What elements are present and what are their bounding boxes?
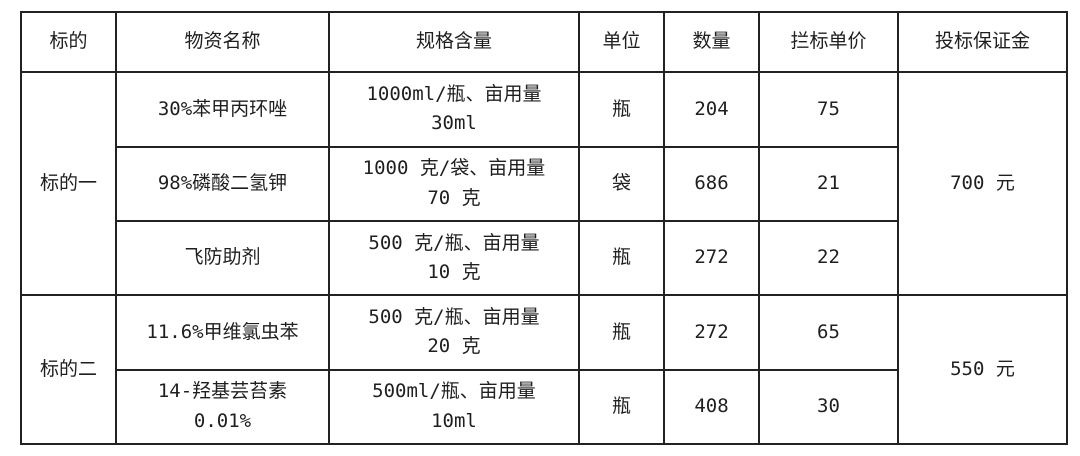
price-cap-cell: 21 [758, 145, 899, 222]
price-cap-cell: 22 [758, 219, 899, 297]
table-row: 98%磷酸二氢钾 1000 克/袋、亩用量 70 克 袋 686 21 [21, 145, 1067, 222]
spec-cell: 1000 克/袋、亩用量 70 克 [328, 145, 580, 222]
table-row: 标的一 30%苯甲丙环唑 1000ml/瓶、亩用量 30ml 瓶 204 75 … [20, 71, 1068, 297]
quantity-cell: 686 [663, 145, 760, 222]
material-name-cell: 14-羟基芸苔素 0.01% [115, 368, 330, 446]
price-cap-cell: 30 [758, 368, 899, 446]
quantity-cell: 204 [663, 71, 760, 148]
header-quantity: 数量 [663, 10, 760, 74]
deposit-cell: 700 元 [897, 71, 1068, 297]
header-price-cap: 拦标单价 [758, 10, 899, 74]
bid-items-table: 标的 物资名称 规格含量 单位 数量 拦标单价 投标保证金 标的一 30%苯甲丙… [20, 10, 1068, 446]
header-unit: 单位 [578, 10, 665, 74]
quantity-cell: 272 [663, 294, 760, 371]
unit-cell: 瓶 [578, 71, 665, 148]
deposit-cell: 550 元 [897, 294, 1068, 445]
material-name-cell: 98%磷酸二氢钾 [115, 145, 330, 222]
table-row: 标的二 11.6%甲维氯虫苯 500 克/瓶、亩用量 20 克 瓶 272 65… [20, 294, 1068, 445]
table-row: 14-羟基芸苔素 0.01% 500ml/瓶、亩用量 10ml 瓶 408 30 [21, 368, 1067, 446]
unit-cell: 瓶 [578, 219, 665, 297]
spec-cell: 500ml/瓶、亩用量 10ml [328, 368, 580, 446]
price-cap-cell: 65 [758, 294, 899, 371]
spec-cell: 500 克/瓶、亩用量 10 克 [328, 219, 580, 297]
header-spec: 规格含量 [328, 10, 580, 74]
unit-cell: 袋 [578, 145, 665, 222]
header-bid-deposit: 投标保证金 [897, 10, 1068, 74]
spec-cell: 1000ml/瓶、亩用量 30ml [328, 71, 580, 148]
target-group-cell: 标的二 [20, 294, 117, 445]
quantity-cell: 272 [663, 219, 760, 297]
table-header-row: 标的 物资名称 规格含量 单位 数量 拦标单价 投标保证金 [20, 10, 1068, 74]
material-name-cell: 30%苯甲丙环唑 [115, 71, 330, 148]
price-cap-cell: 75 [758, 71, 899, 148]
header-material-name: 物资名称 [115, 10, 330, 74]
material-name-cell: 11.6%甲维氯虫苯 [115, 294, 330, 371]
material-name-cell: 飞防助剂 [115, 219, 330, 297]
header-target: 标的 [20, 10, 117, 74]
unit-cell: 瓶 [578, 294, 665, 371]
table-row: 飞防助剂 500 克/瓶、亩用量 10 克 瓶 272 22 [21, 219, 1067, 297]
target-group-cell: 标的一 [20, 71, 117, 297]
unit-cell: 瓶 [578, 368, 665, 446]
quantity-cell: 408 [663, 368, 760, 446]
spec-cell: 500 克/瓶、亩用量 20 克 [328, 294, 580, 371]
